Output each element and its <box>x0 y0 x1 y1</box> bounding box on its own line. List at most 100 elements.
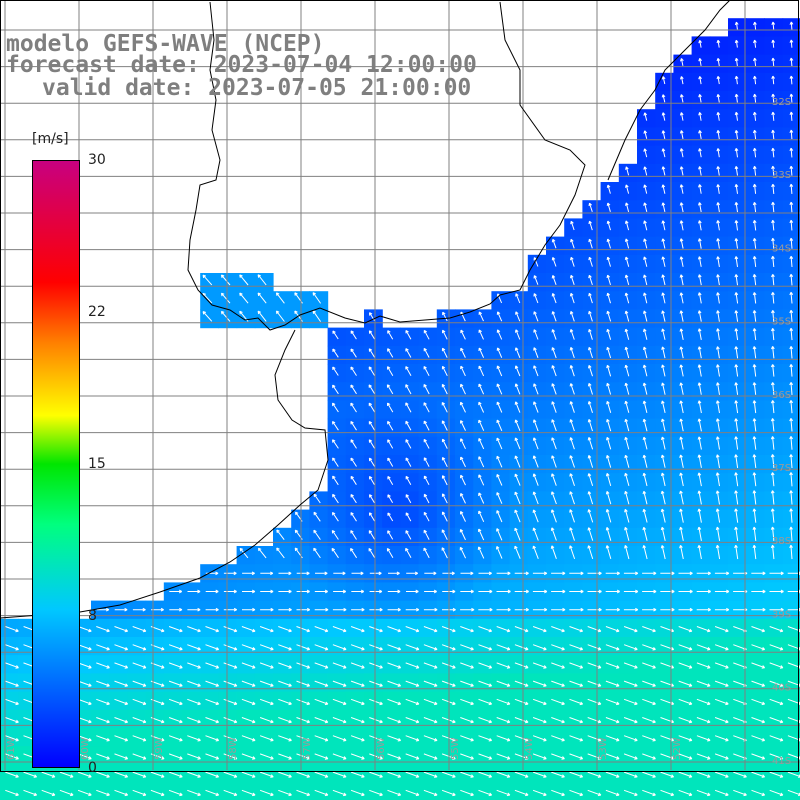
wind-arrow <box>642 589 657 594</box>
wind-arrow <box>532 473 539 486</box>
wind-arrow <box>460 571 474 576</box>
wind-arrow <box>314 662 329 669</box>
wind-arrow <box>205 717 220 724</box>
wind-arrow <box>96 680 110 687</box>
wind-arrow <box>59 789 74 797</box>
wind-arrow <box>769 789 784 797</box>
wind-arrow <box>697 472 702 487</box>
wind-arrow <box>515 329 521 340</box>
wind-arrow <box>205 662 220 669</box>
wind-arrow <box>569 545 576 560</box>
wind-arrow <box>697 310 702 322</box>
wind-arrow <box>278 789 292 797</box>
wind-arrow <box>660 508 666 523</box>
wind-arrow <box>332 330 339 340</box>
wind-arrow <box>661 382 666 395</box>
wind-arrow <box>187 753 201 760</box>
wind-arrow <box>771 346 775 359</box>
wind-arrow <box>132 771 147 778</box>
wind-arrow <box>350 644 365 651</box>
coastline <box>0 0 731 619</box>
wind-arrow <box>569 491 575 505</box>
wind-arrow <box>514 789 529 797</box>
wind-arrow <box>697 364 702 377</box>
wind-arrow <box>734 130 739 140</box>
wind-arrow <box>478 419 485 431</box>
wind-arrow <box>478 698 493 706</box>
wind-arrow <box>661 76 666 85</box>
coastline-path <box>607 0 731 181</box>
wind-arrow <box>660 526 666 541</box>
wind-arrow <box>387 644 402 651</box>
wind-arrow <box>678 680 693 687</box>
wind-arrow <box>332 493 339 504</box>
wind-arrow <box>405 530 412 540</box>
wind-arrow <box>257 547 267 559</box>
wind-arrow <box>350 420 357 431</box>
wind-arrow <box>96 735 110 742</box>
wind-arrow <box>350 439 357 449</box>
wind-arrow <box>551 455 557 468</box>
wind-arrow <box>789 21 794 30</box>
wind-arrow <box>606 328 612 340</box>
wind-arrow <box>789 291 794 304</box>
wind-arrow <box>697 508 702 523</box>
wind-arrow <box>514 401 521 413</box>
wind-arrow <box>734 184 739 194</box>
wind-arrow <box>202 274 213 286</box>
wind-arrow <box>623 753 638 760</box>
wind-arrow <box>405 753 420 760</box>
wind-arrow <box>605 491 612 505</box>
wind-arrow <box>661 148 666 158</box>
wind-arrow <box>387 789 402 797</box>
wind-arrow <box>77 753 92 760</box>
wind-arrow <box>114 626 129 633</box>
wind-arrow <box>387 530 394 540</box>
wind-arrow <box>96 644 110 651</box>
wind-arrow <box>716 166 721 176</box>
wind-arrow <box>514 545 521 559</box>
wind-arrow <box>514 626 529 633</box>
wind-arrow <box>661 274 666 286</box>
wind-arrow <box>278 571 292 576</box>
wind-arrow <box>423 662 438 669</box>
wind-arrow <box>460 644 474 651</box>
wind-arrow <box>789 237 794 249</box>
wind-arrow <box>368 530 376 540</box>
wind-arrow <box>350 735 365 742</box>
wind-arrow <box>114 698 129 706</box>
wind-arrow <box>96 662 110 669</box>
wind-arrow <box>514 698 529 706</box>
wind-arrow <box>569 698 584 706</box>
wind-arrow <box>789 147 794 158</box>
colorbar-label-30: 30 <box>88 152 106 168</box>
wind-arrow <box>642 364 648 377</box>
wind-arrow <box>423 365 430 377</box>
wind-arrow <box>405 680 420 687</box>
wind-arrow <box>789 111 794 121</box>
wind-arrow <box>132 662 147 669</box>
wind-arrow <box>387 330 394 340</box>
wind-arrow <box>789 165 794 176</box>
wind-arrow <box>714 698 729 706</box>
wind-arrow <box>643 310 648 322</box>
wind-arrow <box>168 717 183 724</box>
wind-arrow <box>369 662 383 669</box>
wind-arrow <box>350 384 357 395</box>
wind-arrow <box>369 644 383 651</box>
wind-arrow <box>716 346 720 359</box>
wind-arrow <box>514 644 529 651</box>
wind-arrow <box>424 571 437 576</box>
wind-arrow <box>624 382 630 395</box>
wind-arrow <box>187 626 201 633</box>
wind-arrow <box>642 698 656 706</box>
wind-arrow <box>278 771 292 778</box>
wind-arrow <box>771 310 775 322</box>
wind-arrow <box>187 698 201 706</box>
wind-arrow <box>714 571 730 576</box>
wind-arrow <box>624 400 630 413</box>
wind-arrow <box>59 771 74 778</box>
wind-arrow <box>460 789 474 797</box>
wind-arrow <box>405 348 412 358</box>
wind-arrow <box>514 527 521 541</box>
